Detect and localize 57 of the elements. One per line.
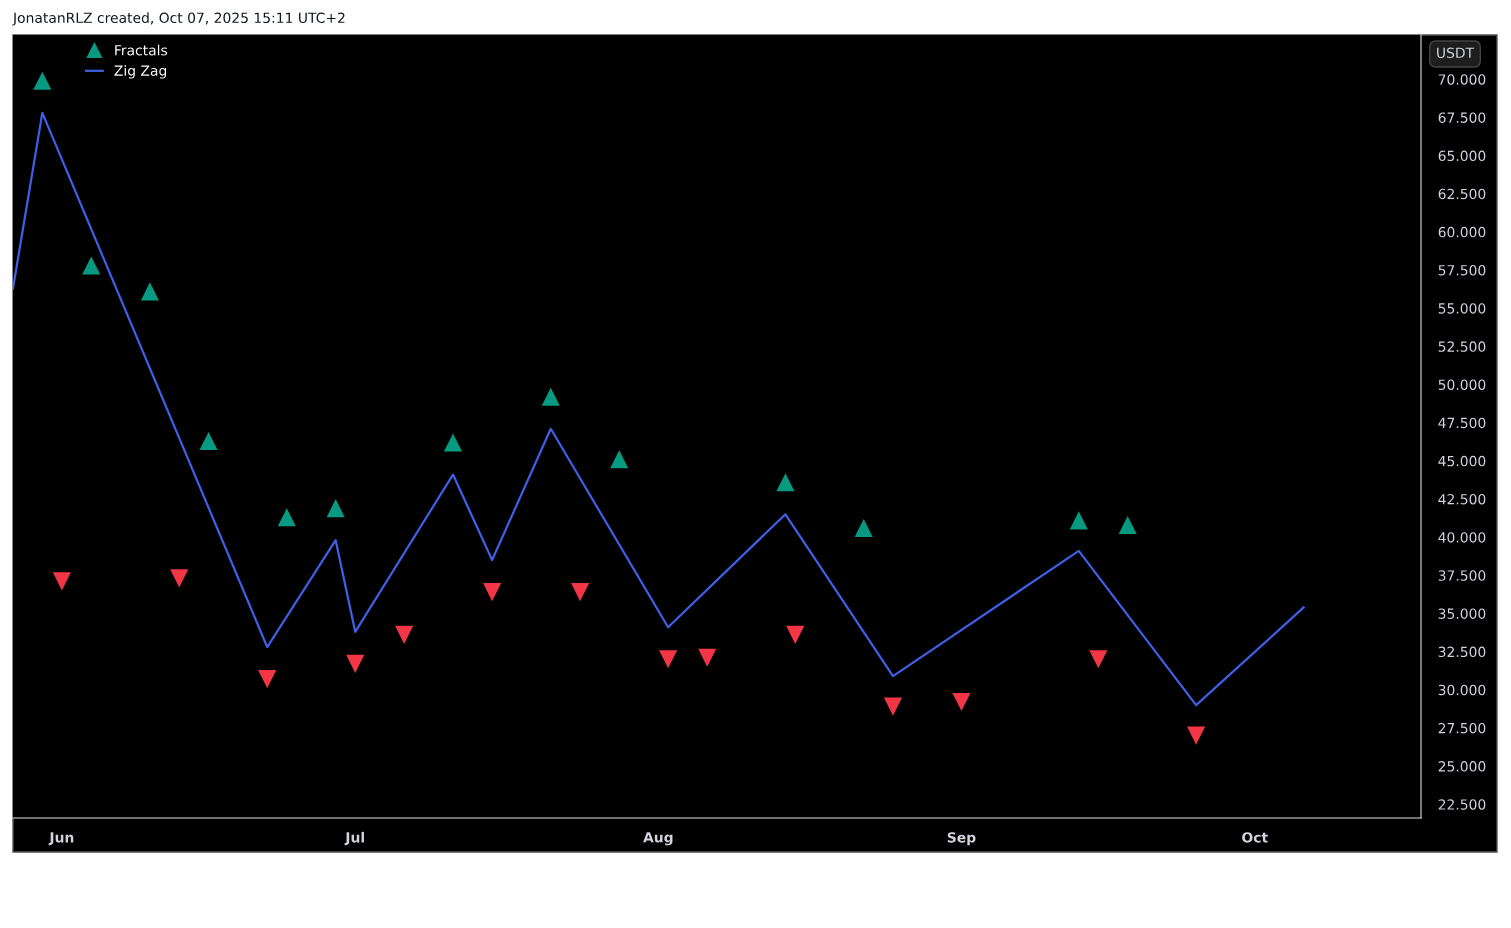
y-tick-label: 30.000 [1438,684,1486,696]
point [483,583,502,602]
point [82,256,101,275]
point [1069,511,1088,530]
point [1187,726,1206,745]
y-axis-title: USDT [1437,47,1475,59]
y-tick-label: 25.000 [1438,761,1486,772]
point [326,499,345,518]
x-tick-label: Jul [344,831,364,846]
point [258,670,277,689]
point [395,625,414,644]
y-tick-label: 22.500 [1438,799,1486,810]
y-tick-label: 35.000 [1438,608,1486,619]
point [952,692,971,712]
point [610,450,629,469]
point [571,583,590,602]
legend-label: Fractals [115,44,168,56]
point [854,518,873,538]
y-tick-label: 65.000 [1438,150,1486,162]
x-tick-label: Sep [947,832,976,846]
y-tick-label: 57.500 [1438,265,1486,276]
y-tick-label: 52.500 [1438,341,1486,352]
y-tick-label: 42.500 [1438,493,1486,505]
x-tick-label: Oct [1242,832,1268,843]
point [346,654,365,673]
y-tick-label: 27.500 [1438,722,1486,734]
point [199,431,218,451]
y-tick-label: 50.000 [1438,379,1486,390]
point [659,650,678,669]
point [140,282,159,301]
legend-label: Zig Zag [114,65,167,79]
y-tick-label: 40.000 [1438,532,1486,543]
point [698,648,717,667]
y-tick-label: 47.500 [1438,417,1486,429]
point [33,71,52,90]
y-tick-label: 62.500 [1438,188,1486,200]
point [277,508,296,527]
y-tick-label: 60.000 [1438,226,1486,238]
y-tick-label: 55.000 [1438,303,1486,314]
point [1118,515,1137,534]
point [443,433,463,452]
point [786,625,805,644]
point [52,572,71,591]
y-tick-label: 45.000 [1438,455,1486,467]
point [170,569,189,588]
line-series [13,111,1305,707]
y-tick-label: 37.500 [1438,570,1486,581]
point [1089,650,1108,669]
point [883,697,903,716]
x-tick-label: Aug [643,832,673,846]
y-tick-label: 67.500 [1438,112,1486,123]
point [776,473,795,492]
y-tick-label: 70.000 [1438,74,1486,85]
point [541,387,560,406]
x-tick-label: Jun [48,832,74,846]
text: JonatanRLZ created, Oct 07, 2025 15:11 UTC+2 [12,12,345,26]
y-tick-label: 32.500 [1438,646,1486,658]
